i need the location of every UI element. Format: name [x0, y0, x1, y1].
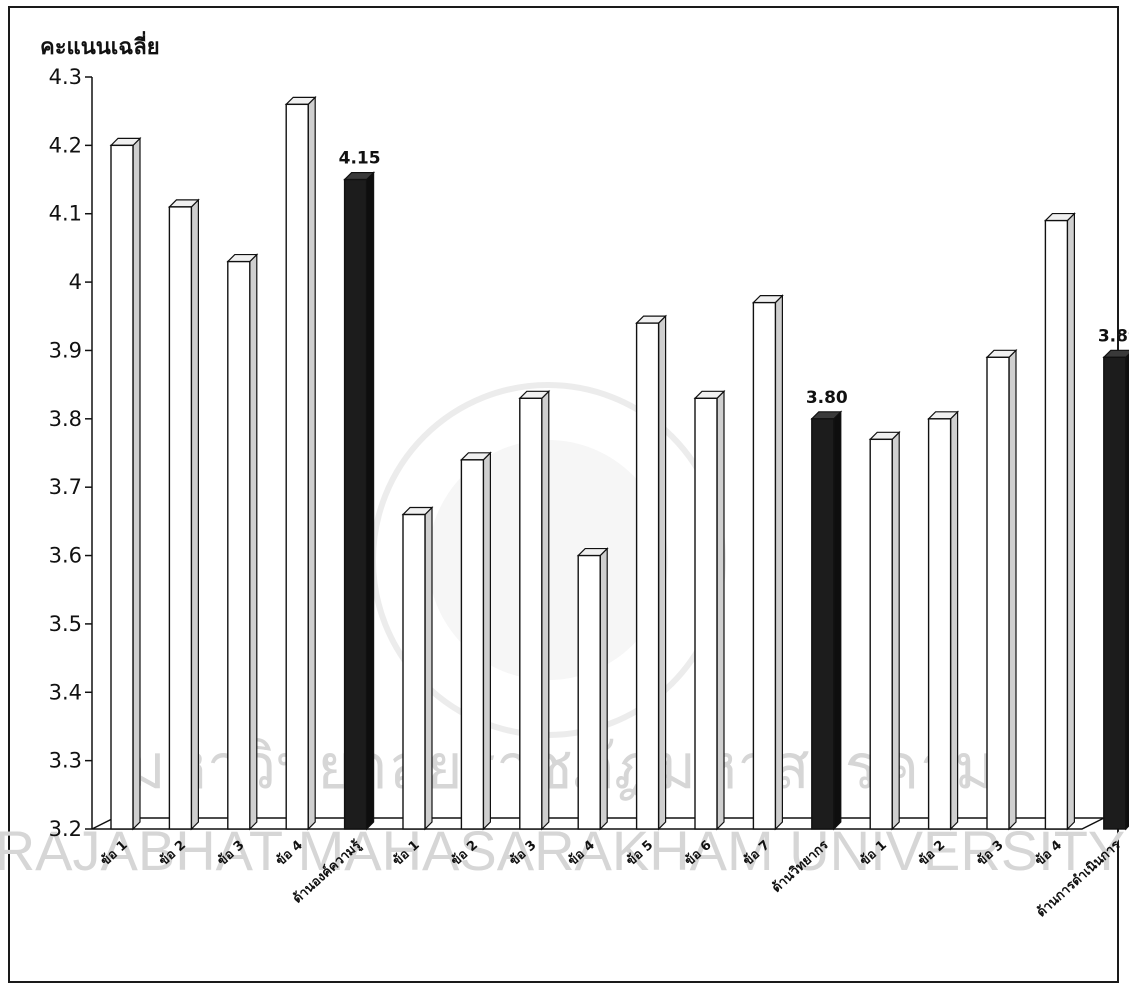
- bar: [751, 294, 784, 831]
- bar-side: [249, 253, 258, 831]
- y-tick-label: 3.7: [49, 475, 82, 499]
- bar-front: [927, 418, 952, 830]
- watermark-thai: มหาวิทยาลัยราชภัฏมหาสารคาม: [125, 733, 995, 802]
- bar-side: [1066, 212, 1076, 831]
- bar: [868, 430, 901, 831]
- bar-front: [811, 418, 835, 830]
- y-axis: 3.2 3.3 3.4 3.5 3.6 3.7 3.8 3.9 4 4.1 4.2 4.3: [49, 65, 93, 841]
- bar-side: [599, 547, 608, 831]
- data-label: 3.80: [806, 388, 848, 408]
- bar-side: [774, 294, 784, 831]
- bar: [459, 451, 492, 831]
- bar: [401, 506, 434, 831]
- data-label: 4.15: [339, 149, 381, 169]
- bar-front: [869, 438, 893, 830]
- y-tick-label: 3.3: [49, 749, 82, 773]
- data-labels: 4.15 3.80 3.89: [339, 149, 1129, 408]
- bar-side: [190, 198, 199, 831]
- bar-side: [949, 410, 959, 831]
- bar-front: [752, 301, 777, 830]
- bar-side: [657, 314, 667, 831]
- bar: [518, 389, 551, 831]
- bar-front: [519, 397, 543, 830]
- bar-side: [482, 451, 491, 831]
- bar: [693, 389, 726, 831]
- bar-summary: [1102, 349, 1129, 831]
- y-tick-label: 3.9: [49, 338, 82, 362]
- y-tick-label: 4.3: [49, 65, 82, 89]
- y-tick-label: 4.2: [49, 133, 82, 157]
- bar-front: [110, 144, 134, 830]
- bar-side: [891, 430, 900, 831]
- y-axis-title: คะแนนเฉลี่ย: [40, 30, 160, 60]
- y-tick-label: 3.4: [49, 680, 82, 704]
- y-tick-label: 3.6: [49, 544, 82, 568]
- bar: [284, 95, 317, 831]
- y-tick-label: 3.5: [49, 612, 82, 636]
- bar: [576, 547, 609, 831]
- bar: [226, 253, 259, 831]
- bar-side: [424, 506, 433, 831]
- bar-front: [1044, 219, 1069, 830]
- bar: [109, 136, 142, 831]
- bar-side: [132, 136, 141, 831]
- bar-top: [1102, 349, 1129, 358]
- bar-front: [168, 206, 193, 830]
- bar-side: [366, 171, 375, 831]
- bar: [635, 314, 668, 831]
- bar-front: [986, 356, 1010, 830]
- y-tick-label: 4: [69, 270, 82, 294]
- y-tick-label: 3.8: [49, 407, 82, 431]
- bar: [985, 348, 1018, 831]
- bar-side: [833, 410, 842, 831]
- bar-front: [227, 260, 251, 830]
- bars: [109, 95, 1129, 831]
- data-label: 3.89: [1098, 326, 1129, 346]
- bar-summary: [343, 171, 376, 831]
- bar-front: [1103, 356, 1127, 830]
- bar-front: [402, 513, 426, 830]
- bar-front: [460, 459, 485, 830]
- bar-side: [716, 389, 725, 831]
- bar-front: [694, 397, 718, 830]
- bar: [1043, 212, 1076, 831]
- y-tick-label: 3.2: [49, 817, 82, 841]
- bar-front: [577, 554, 601, 830]
- bar-side: [1008, 348, 1017, 831]
- bar-front: [343, 178, 368, 830]
- bar-side: [541, 389, 550, 831]
- bar: [167, 198, 200, 831]
- bar-front: [285, 103, 309, 830]
- bar-front: [635, 322, 660, 830]
- y-tick-label: 4.1: [49, 202, 82, 226]
- bar-side: [307, 95, 316, 831]
- bar: [927, 410, 960, 831]
- bar-summary: [810, 410, 843, 831]
